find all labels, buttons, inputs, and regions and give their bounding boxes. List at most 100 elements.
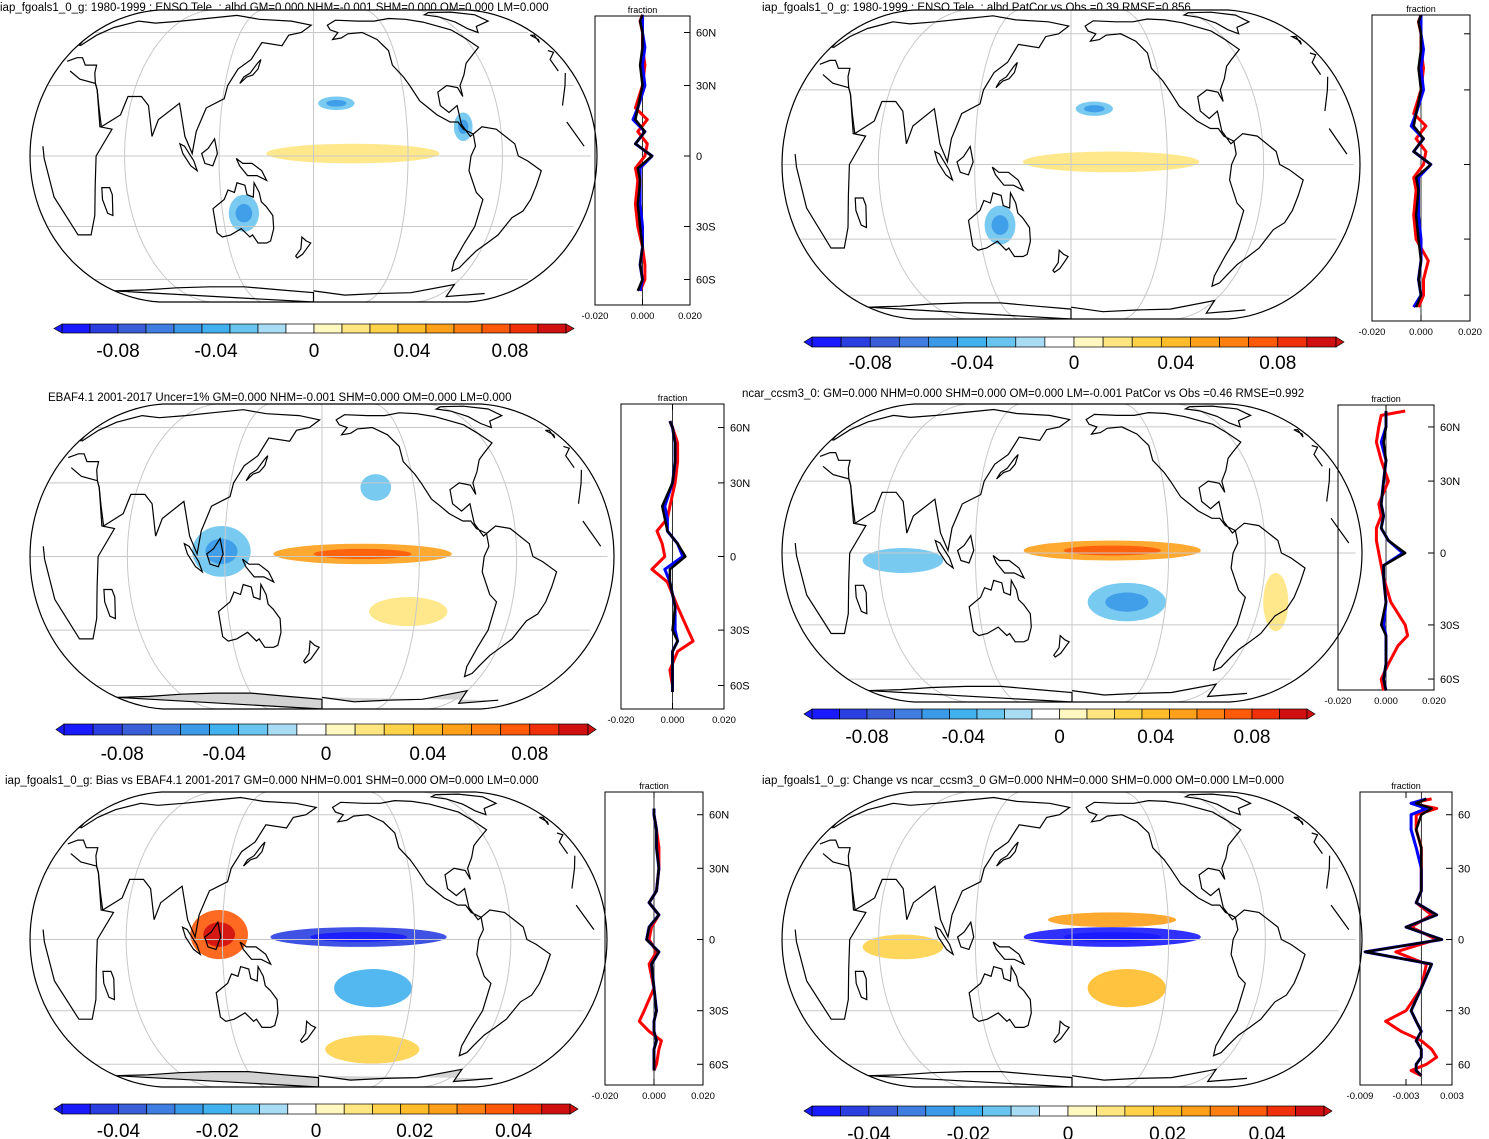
anomaly-core-equatorial-pacific <box>1063 932 1162 942</box>
anomaly-south-central-pacific <box>334 969 413 1008</box>
colorbar-swatch <box>558 723 589 736</box>
panel-4: iap_fgoals1_0_g: Bias vs EBAF4.1 2001-20… <box>5 775 729 1139</box>
colorbar-swatch <box>839 708 868 720</box>
colorbar-swatch <box>471 723 502 736</box>
colorbar-swatch <box>1295 1105 1325 1117</box>
coastlines <box>42 793 595 1087</box>
colorbar-swatch <box>1209 1105 1240 1117</box>
panel-4-title: iap_fgoals1_0_g: Bias vs EBAF4.1 2001-20… <box>5 775 539 787</box>
profile-line-model <box>634 14 654 292</box>
colorbar-tick-label: 0.04 <box>409 744 446 765</box>
profile-xlabel: fraction <box>639 781 669 791</box>
colorbar-tick-label: -0.04 <box>950 353 994 374</box>
graticule <box>30 792 601 1087</box>
colorbar-min-arrow <box>53 1103 63 1115</box>
coast-namerica <box>331 799 488 921</box>
colorbar-tick-label: 0.08 <box>1234 727 1271 748</box>
colorbar-min-arrow <box>803 336 813 348</box>
colorbar-swatch <box>383 723 414 736</box>
coast-australia <box>215 964 279 1028</box>
profile-line-model <box>1363 797 1444 1077</box>
colorbar-swatch <box>925 1105 955 1117</box>
anomaly-core-south-central-pacific <box>1105 592 1149 612</box>
colorbar-swatch <box>484 1103 514 1115</box>
coast-newguinea <box>992 941 1026 966</box>
coast-antarctica <box>868 683 1248 702</box>
colorbar-swatch <box>315 1103 345 1115</box>
coast-japan <box>996 841 1019 867</box>
colorbar-tick-label: -0.04 <box>847 1124 891 1139</box>
colorbar-swatch <box>898 336 929 348</box>
colorbar-swatch <box>1152 1105 1183 1117</box>
colorbar-swatch <box>1102 336 1133 348</box>
colorbar-swatch <box>202 1103 232 1115</box>
colorbar-tick-label: -0.02 <box>947 1124 990 1139</box>
coast-nz <box>1053 634 1071 658</box>
colorbar-swatch <box>894 708 923 720</box>
profile-line-obs <box>1384 797 1439 1078</box>
colorbar-swatch <box>1131 336 1162 348</box>
anomaly-south-east-pacific <box>369 596 448 627</box>
colorbar-swatch <box>811 1105 841 1117</box>
colorbar-swatch <box>145 323 175 334</box>
coast-newguinea <box>239 941 273 966</box>
coastlines <box>42 11 585 302</box>
coast-newguinea <box>992 555 1026 580</box>
profile-xtick-label: -0.009 <box>1347 1091 1374 1102</box>
colorbar-swatch <box>1059 708 1088 720</box>
panel-1-map <box>781 9 1361 320</box>
coast-eurasia <box>67 409 575 556</box>
map-border <box>29 403 615 710</box>
profile-ytick-label: 30S <box>709 1006 729 1018</box>
profile-line-obs <box>650 420 695 692</box>
colorbar-tick-label: -0.04 <box>194 341 238 362</box>
panel-0: iap_fgoals1_0_g: 1980-1999 : ENSO Tele. … <box>0 2 716 362</box>
coast-samerica <box>451 126 543 273</box>
panel-3-title: ncar_ccsm3_0: GM=0.000 NHM=0.000 SHM=0.0… <box>742 388 1304 400</box>
coast-samerica <box>458 909 552 1057</box>
colorbar-swatch <box>354 723 385 736</box>
coast-madagascar <box>854 584 868 615</box>
anomaly-equatorial-pacific <box>266 143 440 164</box>
colorbar-swatch <box>1160 336 1191 348</box>
colorbar-swatch <box>1086 708 1115 720</box>
coast-nz <box>299 1020 317 1044</box>
profile-ytick-label: 30 <box>1458 1006 1470 1018</box>
coast-madagascar <box>103 588 117 620</box>
colorbar-swatch <box>868 1105 898 1117</box>
colorbar-swatch <box>1279 708 1308 720</box>
coast-newguinea <box>991 166 1025 192</box>
colorbar-swatch <box>209 723 240 736</box>
colorbar-swatch <box>257 323 287 334</box>
colorbar-swatch <box>400 1103 430 1115</box>
map-border <box>781 791 1363 1088</box>
panel-5-title: iap_fgoals1_0_g: Change vs ncar_ccsm3_0 … <box>762 775 1284 787</box>
profile-line-model <box>1379 411 1407 691</box>
coast-borneo <box>956 920 975 951</box>
panel-5-map <box>781 791 1363 1088</box>
coast-antarctica <box>114 283 485 302</box>
colorbar-swatch <box>1114 708 1143 720</box>
colorbar-tick-label: 0.04 <box>394 341 431 362</box>
coast-nz <box>1053 1020 1071 1044</box>
coast-newguinea <box>235 158 268 182</box>
anomaly-indian-ocean <box>862 547 944 574</box>
colorbar-swatch <box>174 1103 204 1115</box>
colorbar-swatch <box>287 1103 317 1115</box>
colorbar-swatch <box>1124 1105 1154 1117</box>
coast-antarctica <box>868 299 1246 319</box>
colorbar-swatch <box>896 1105 927 1117</box>
colorbar-swatch <box>428 1103 458 1115</box>
colorbar-swatch <box>1248 336 1279 348</box>
colorbar-swatch <box>509 323 539 334</box>
colorbar-tick-label: -0.04 <box>202 744 246 765</box>
profile-ytick-label: 60 <box>1458 810 1470 822</box>
coast-borneo <box>203 920 222 951</box>
graticule <box>782 792 1356 1087</box>
colorbar-swatch <box>238 723 269 736</box>
coast-sumatra <box>181 925 202 956</box>
coastlines <box>794 405 1350 702</box>
profile-xtick-label: 0.020 <box>691 1091 715 1102</box>
colorbar-swatch <box>1141 708 1170 720</box>
